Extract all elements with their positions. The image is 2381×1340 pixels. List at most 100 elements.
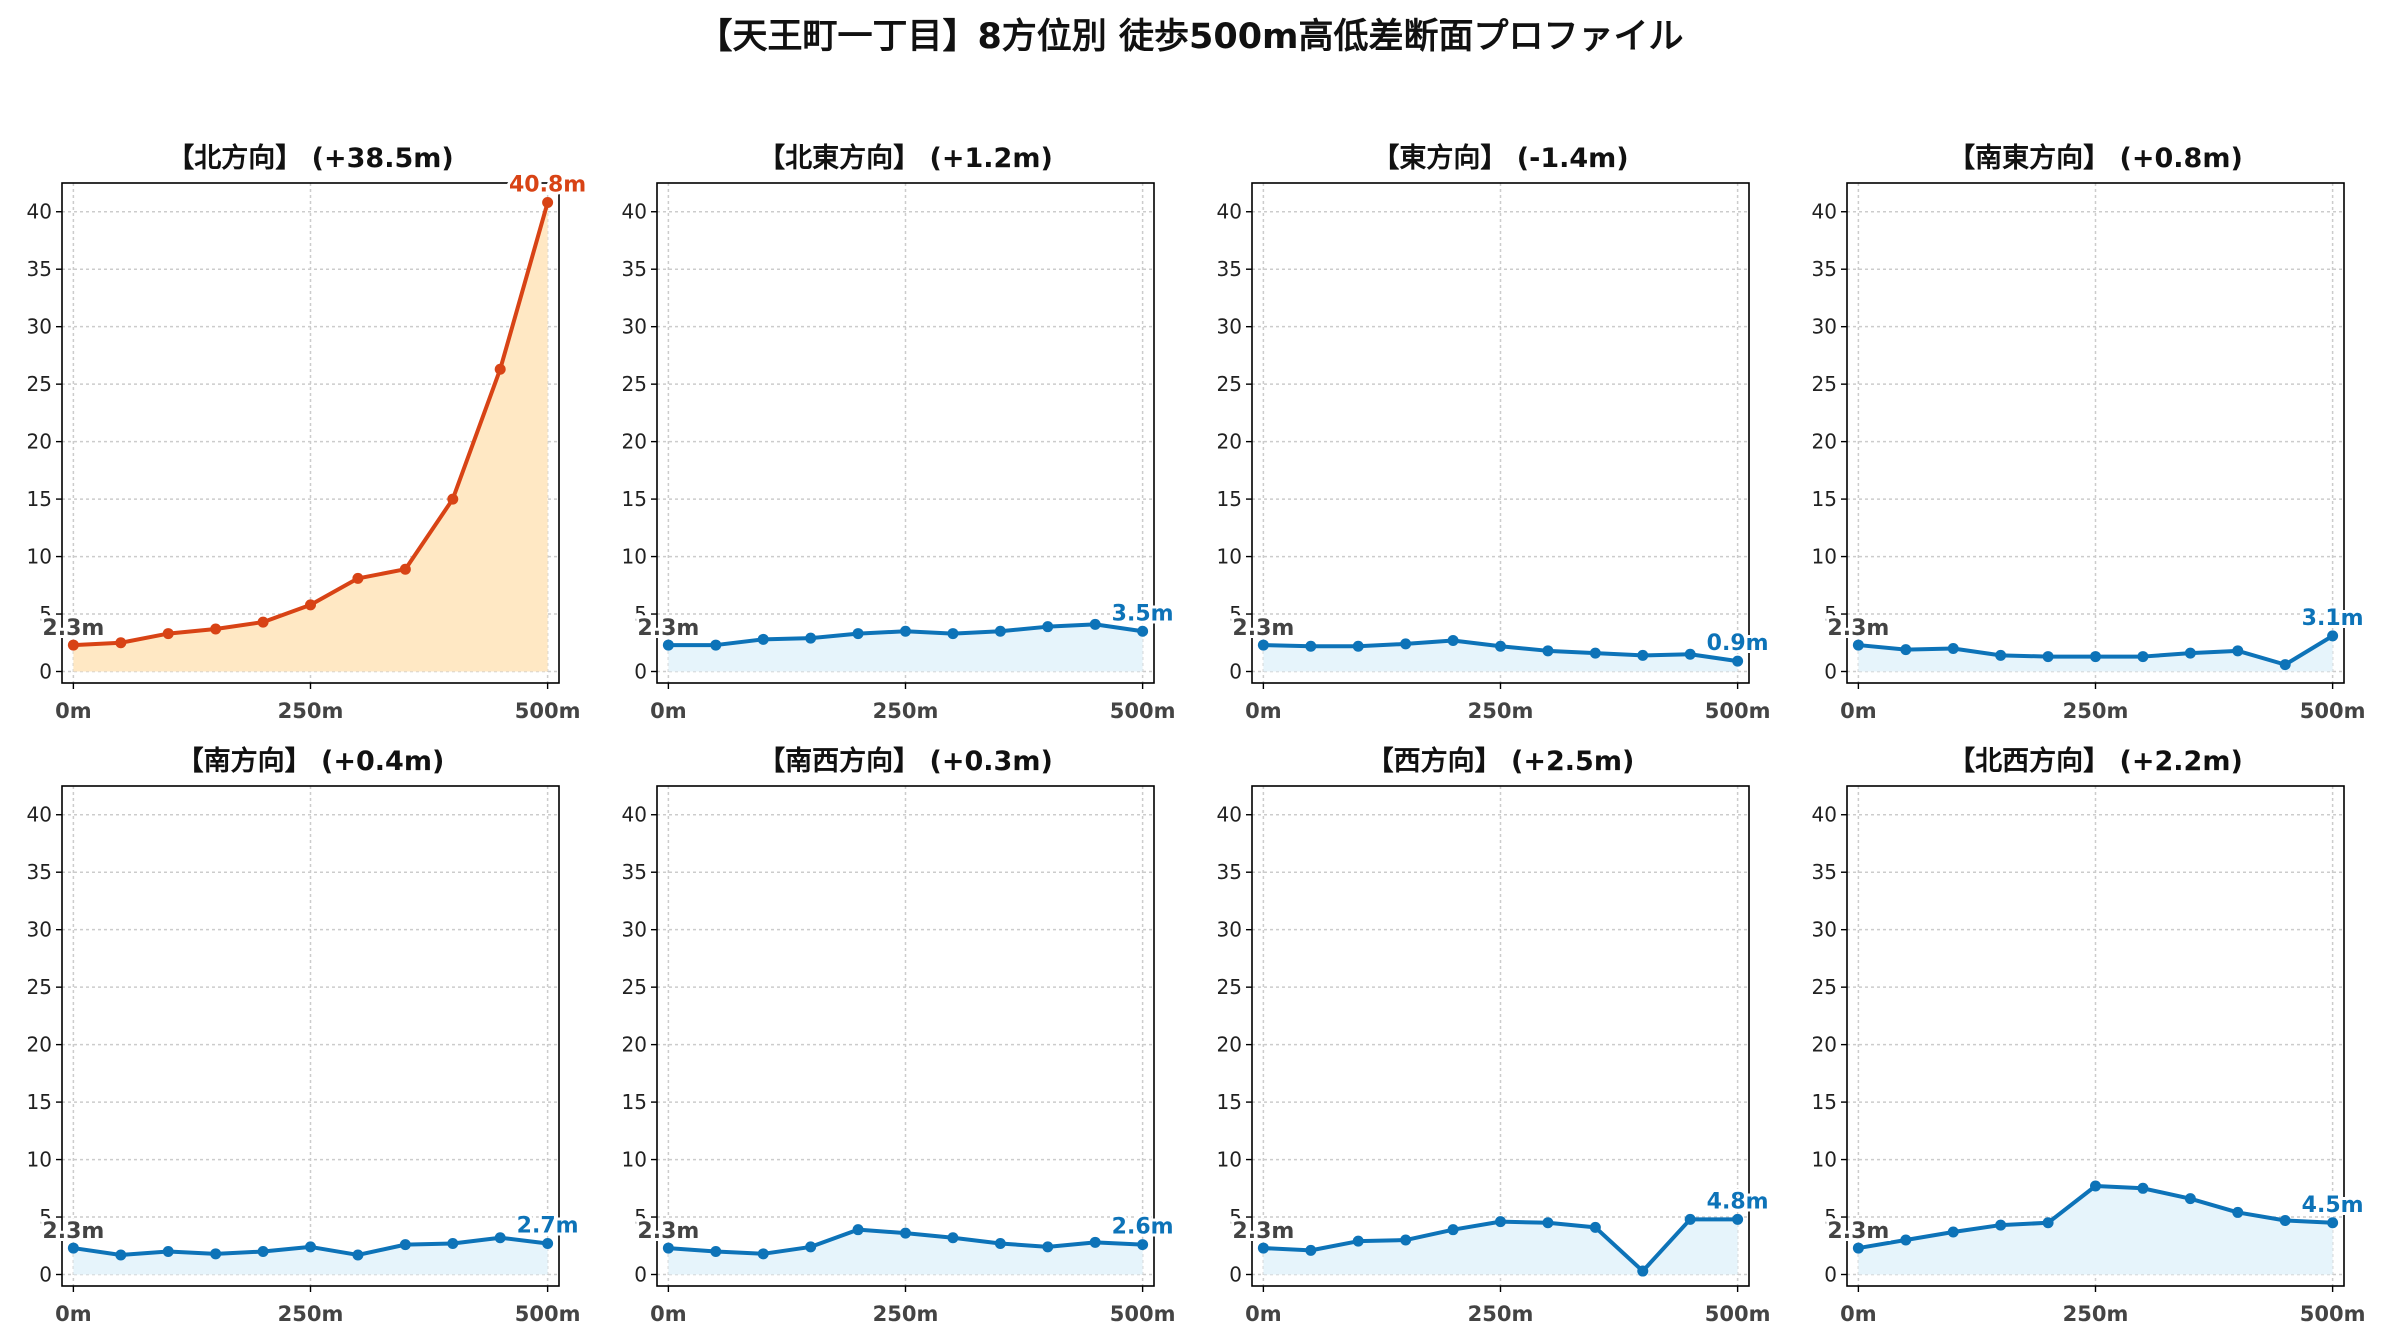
start-value-label: 2.3m — [1232, 1219, 1294, 1244]
end-value-label: 0.9m — [1707, 631, 1769, 656]
x-tick-label: 500m — [515, 699, 581, 723]
data-point — [210, 1248, 222, 1260]
data-point — [1589, 1221, 1601, 1233]
y-tick-label: 30 — [27, 315, 52, 339]
data-point — [900, 625, 911, 637]
chart-title: 【北西方向】 (+2.2m) — [1948, 745, 2243, 777]
data-point — [1947, 1226, 1959, 1238]
y-tick-label: 0 — [39, 660, 52, 684]
data-point — [1400, 638, 1412, 650]
data-point — [757, 1248, 769, 1260]
chart-panel: 【北西方向】 (+2.2m) 0 5 10 15 20 25 30 35 40 0m 250m 500m… — [1812, 745, 2367, 1326]
y-tick-label: 15 — [622, 1090, 647, 1114]
x-tick-label: 0m — [55, 1302, 92, 1326]
y-tick-label: 15 — [27, 1090, 52, 1114]
y-tick-label: 0 — [634, 1263, 647, 1287]
data-point — [305, 1241, 316, 1253]
y-tick-label: 35 — [1217, 257, 1242, 281]
start-value-label: 2.3m — [637, 1219, 699, 1244]
data-point — [994, 625, 1006, 637]
chart-title: 【南東方向】 (+0.8m) — [1948, 142, 2243, 174]
data-point — [662, 1242, 674, 1254]
y-tick-label: 20 — [622, 430, 647, 454]
data-point — [210, 623, 222, 635]
data-point — [1447, 634, 1459, 646]
y-tick-label: 5 — [39, 1205, 52, 1229]
data-point — [1995, 649, 2007, 661]
y-tick-label: 10 — [1217, 545, 1242, 569]
x-tick-label: 250m — [873, 699, 939, 723]
data-point — [257, 616, 269, 628]
y-tick-label: 30 — [1217, 918, 1242, 942]
data-point — [1257, 1242, 1269, 1254]
y-tick-label: 20 — [27, 430, 52, 454]
data-point — [305, 599, 316, 611]
page-title: 【天王町一丁目】8方位別 徒歩500m高低差断面プロファイル — [697, 17, 1684, 57]
data-point — [1852, 639, 1864, 651]
x-tick-label: 500m — [1110, 1302, 1176, 1326]
data-point — [852, 628, 864, 640]
area-fill — [668, 1229, 1143, 1275]
data-point — [2184, 1193, 2196, 1205]
start-value-label: 2.3m — [42, 616, 104, 641]
data-point — [710, 639, 722, 651]
chart-title: 【南西方向】 (+0.3m) — [758, 745, 1053, 777]
data-point — [2184, 647, 2196, 659]
data-point — [1495, 640, 1506, 652]
data-point — [1732, 655, 1744, 667]
area-fill — [73, 202, 548, 672]
data-point — [1400, 1234, 1412, 1246]
y-tick-label: 5 — [1824, 602, 1837, 626]
x-tick-label: 250m — [1468, 1302, 1534, 1326]
end-value-label: 40.8m — [509, 173, 586, 198]
y-tick-label: 15 — [1812, 1090, 1837, 1114]
y-tick-label: 40 — [1812, 200, 1837, 224]
data-point — [67, 1242, 79, 1254]
data-point — [1637, 1265, 1649, 1277]
data-point — [1947, 643, 1959, 655]
x-tick-label: 0m — [1840, 699, 1877, 723]
data-point — [1495, 1216, 1506, 1228]
y-tick-label: 10 — [622, 545, 647, 569]
data-point — [542, 197, 554, 209]
y-tick-label: 0 — [1229, 660, 1242, 684]
data-point — [2090, 651, 2101, 663]
y-tick-label: 40 — [1217, 200, 1242, 224]
data-point — [162, 628, 174, 640]
data-point — [1352, 640, 1364, 652]
data-point — [494, 1232, 506, 1244]
chart-title: 【南方向】 (+0.4m) — [177, 745, 445, 777]
y-tick-label: 5 — [1229, 1205, 1242, 1229]
start-value-label: 2.3m — [637, 616, 699, 641]
data-point — [1305, 1244, 1317, 1256]
chart-panel: 【南西方向】 (+0.3m) 0 5 10 15 20 25 30 35 40 0m 250m 500m… — [622, 745, 1177, 1326]
chart-title: 【東方向】 (-1.4m) — [1372, 142, 1628, 174]
data-point — [1042, 1241, 1054, 1253]
x-tick-label: 0m — [55, 699, 92, 723]
data-point — [257, 1246, 269, 1258]
x-tick-label: 500m — [1110, 699, 1176, 723]
x-tick-label: 500m — [1705, 699, 1771, 723]
y-tick-label: 40 — [27, 200, 52, 224]
data-point — [662, 639, 674, 651]
chart-panel: 【西方向】 (+2.5m) 0 5 10 15 20 25 30 35 40 0m 250m 500m 2… — [1217, 745, 1772, 1326]
x-tick-label: 250m — [1468, 699, 1534, 723]
data-point — [1305, 640, 1317, 652]
y-tick-label: 10 — [622, 1148, 647, 1172]
x-tick-label: 0m — [1840, 1302, 1877, 1326]
x-tick-label: 0m — [1245, 699, 1282, 723]
chart-title: 【西方向】 (+2.5m) — [1367, 745, 1635, 777]
y-tick-label: 20 — [27, 1033, 52, 1057]
y-tick-label: 30 — [622, 315, 647, 339]
y-tick-label: 25 — [1812, 372, 1837, 396]
chart-panel: 【北東方向】 (+1.2m) 0 5 10 15 20 25 30 35 40 0m 250m 500m… — [622, 142, 1177, 723]
chart-panel: 【南方向】 (+0.4m) 0 5 10 15 20 25 30 35 40 0m 250m 500m 2… — [27, 745, 582, 1326]
data-point — [2327, 1217, 2339, 1229]
y-tick-label: 10 — [1217, 1148, 1242, 1172]
y-tick-label: 15 — [1217, 487, 1242, 511]
y-tick-label: 35 — [1217, 860, 1242, 884]
x-tick-label: 250m — [278, 699, 344, 723]
data-point — [947, 1232, 959, 1244]
y-tick-label: 40 — [27, 803, 52, 827]
